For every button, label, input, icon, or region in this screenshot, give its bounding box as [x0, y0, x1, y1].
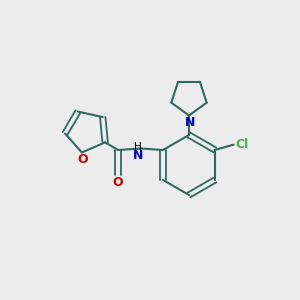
Text: H: H	[134, 142, 142, 152]
Text: N: N	[133, 148, 143, 162]
Text: O: O	[77, 154, 88, 166]
Text: O: O	[113, 176, 123, 189]
Text: N: N	[184, 116, 195, 130]
Text: Cl: Cl	[236, 138, 249, 151]
